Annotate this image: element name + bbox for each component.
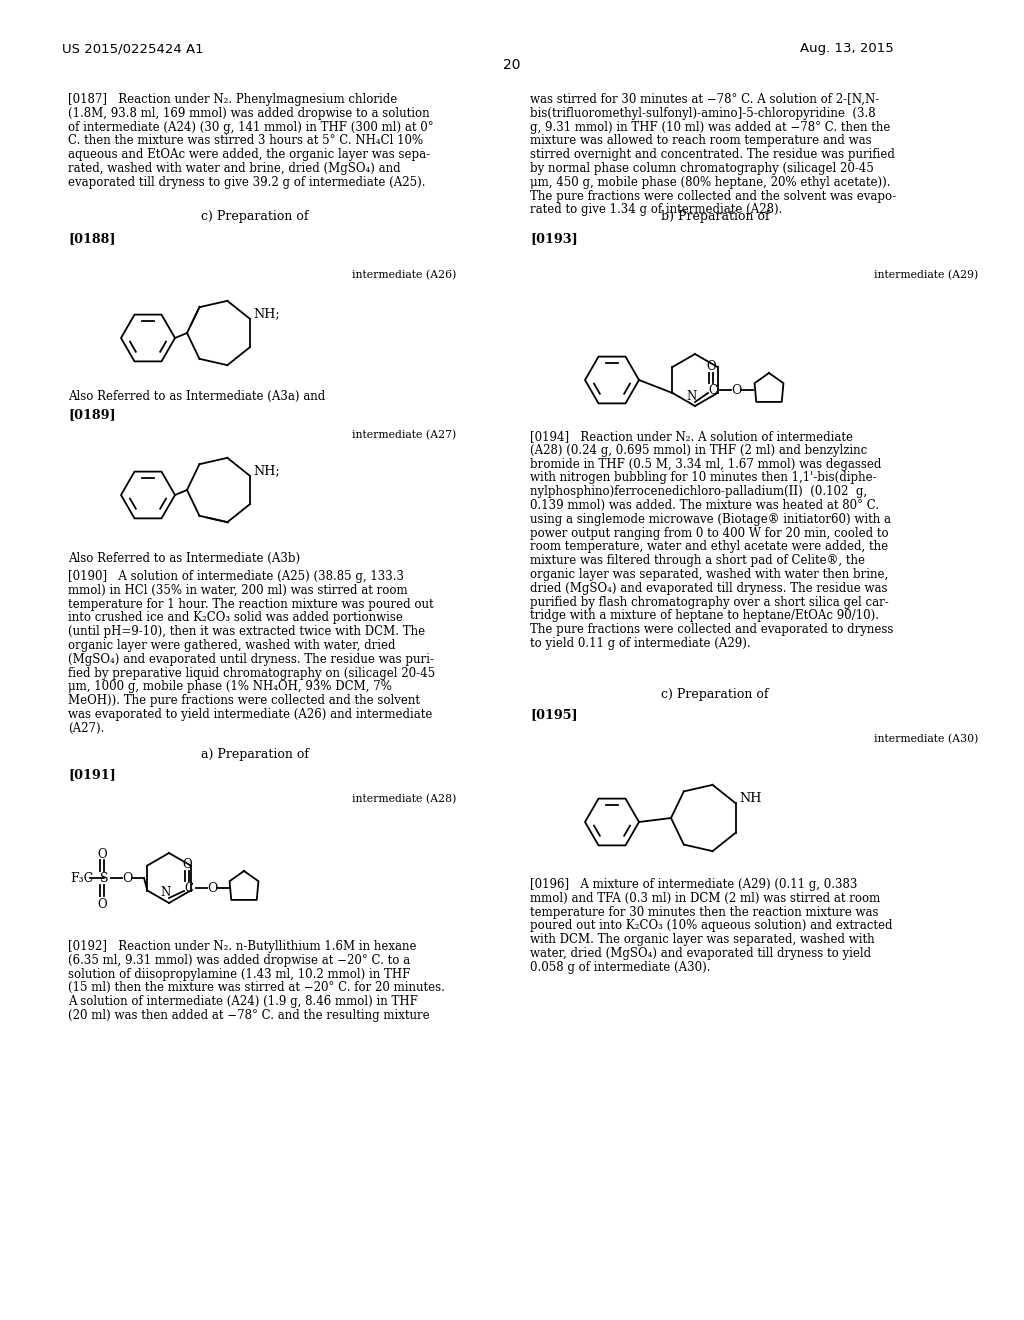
Text: evaporated till dryness to give 39.2 g of intermediate (A25).: evaporated till dryness to give 39.2 g o…	[68, 176, 426, 189]
Text: Also Referred to as Intermediate (A3b): Also Referred to as Intermediate (A3b)	[68, 552, 300, 565]
Text: (MgSO₄) and evaporated until dryness. The residue was puri-: (MgSO₄) and evaporated until dryness. Th…	[68, 653, 434, 665]
Text: purified by flash chromatography over a short silica gel car-: purified by flash chromatography over a …	[530, 595, 889, 609]
Text: a) Preparation of: a) Preparation of	[201, 748, 309, 762]
Text: [0193]: [0193]	[530, 232, 578, 246]
Text: NH;: NH;	[254, 465, 281, 478]
Text: O: O	[97, 898, 106, 911]
Text: nylphosphino)ferrocenedichloro-palladium(II)  (0.102  g,: nylphosphino)ferrocenedichloro-palladium…	[530, 486, 867, 498]
Text: using a singlemode microwave (Biotage® initiator60) with a: using a singlemode microwave (Biotage® i…	[530, 512, 891, 525]
Text: O: O	[731, 384, 741, 396]
Text: intermediate (A28): intermediate (A28)	[351, 795, 456, 804]
Text: μm, 1000 g, mobile phase (1% NH₄OH, 93% DCM, 7%: μm, 1000 g, mobile phase (1% NH₄OH, 93% …	[68, 680, 392, 693]
Text: power output ranging from 0 to 400 W for 20 min, cooled to: power output ranging from 0 to 400 W for…	[530, 527, 889, 540]
Text: N: N	[161, 887, 171, 899]
Text: g, 9.31 mmol) in THF (10 ml) was added at −78° C. then the: g, 9.31 mmol) in THF (10 ml) was added a…	[530, 120, 891, 133]
Text: of intermediate (A24) (30 g, 141 mmol) in THF (300 ml) at 0°: of intermediate (A24) (30 g, 141 mmol) i…	[68, 120, 433, 133]
Text: was evaporated to yield intermediate (A26) and intermediate: was evaporated to yield intermediate (A2…	[68, 708, 432, 721]
Text: intermediate (A30): intermediate (A30)	[873, 734, 978, 744]
Text: [0196]   A mixture of intermediate (A29) (0.11 g, 0.383: [0196] A mixture of intermediate (A29) (…	[530, 878, 857, 891]
Text: Aug. 13, 2015: Aug. 13, 2015	[800, 42, 894, 55]
Text: rated, washed with water and brine, dried (MgSO₄) and: rated, washed with water and brine, drie…	[68, 162, 400, 176]
Text: [0188]: [0188]	[68, 232, 116, 246]
Text: O: O	[122, 871, 132, 884]
Text: (until pH=9-10), then it was extracted twice with DCM. The: (until pH=9-10), then it was extracted t…	[68, 626, 425, 638]
Text: C: C	[709, 384, 718, 396]
Text: NH: NH	[739, 792, 762, 805]
Text: μm, 450 g, mobile phase (80% heptane, 20% ethyl acetate)).: μm, 450 g, mobile phase (80% heptane, 20…	[530, 176, 891, 189]
Text: O: O	[707, 360, 716, 374]
Text: N: N	[687, 391, 697, 404]
Text: 0.139 mmol) was added. The mixture was heated at 80° C.: 0.139 mmol) was added. The mixture was h…	[530, 499, 880, 512]
Text: c) Preparation of: c) Preparation of	[202, 210, 309, 223]
Text: bis(trifluoromethyl-sulfonyl)-amino]-5-chloropyridine  (3.8: bis(trifluoromethyl-sulfonyl)-amino]-5-c…	[530, 107, 876, 120]
Text: The pure fractions were collected and the solvent was evapo-: The pure fractions were collected and th…	[530, 190, 896, 202]
Text: [0195]: [0195]	[530, 708, 578, 721]
Text: organic layer was separated, washed with water then brine,: organic layer was separated, washed with…	[530, 568, 888, 581]
Text: (A27).: (A27).	[68, 722, 104, 735]
Text: [0194]   Reaction under N₂. A solution of intermediate: [0194] Reaction under N₂. A solution of …	[530, 430, 853, 444]
Text: Also Referred to as Intermediate (A3a) and: Also Referred to as Intermediate (A3a) a…	[68, 389, 326, 403]
Text: room temperature, water and ethyl acetate were added, the: room temperature, water and ethyl acetat…	[530, 540, 888, 553]
Text: c) Preparation of: c) Preparation of	[662, 688, 769, 701]
Text: by normal phase column chromatography (silicagel 20-45: by normal phase column chromatography (s…	[530, 162, 873, 176]
Text: [0192]   Reaction under N₂. n-Butyllithium 1.6M in hexane: [0192] Reaction under N₂. n-Butyllithium…	[68, 940, 417, 953]
Text: C. then the mixture was stirred 3 hours at 5° C. NH₄Cl 10%: C. then the mixture was stirred 3 hours …	[68, 135, 423, 148]
Text: O: O	[97, 847, 106, 861]
Text: into crushed ice and K₂CO₃ solid was added portionwise: into crushed ice and K₂CO₃ solid was add…	[68, 611, 402, 624]
Text: with DCM. The organic layer was separated, washed with: with DCM. The organic layer was separate…	[530, 933, 874, 946]
Text: tridge with a mixture of heptane to heptane/EtOAc 90/10).: tridge with a mixture of heptane to hept…	[530, 610, 879, 623]
Text: was stirred for 30 minutes at −78° C. A solution of 2-[N,N-: was stirred for 30 minutes at −78° C. A …	[530, 92, 880, 106]
Text: (6.35 ml, 9.31 mmol) was added dropwise at −20° C. to a: (6.35 ml, 9.31 mmol) was added dropwise …	[68, 954, 411, 966]
Text: temperature for 1 hour. The reaction mixture was poured out: temperature for 1 hour. The reaction mix…	[68, 598, 433, 611]
Text: aqueous and EtOAc were added, the organic layer was sepa-: aqueous and EtOAc were added, the organi…	[68, 148, 430, 161]
Text: b) Preparation of: b) Preparation of	[660, 210, 769, 223]
Text: dried (MgSO₄) and evaporated till dryness. The residue was: dried (MgSO₄) and evaporated till drynes…	[530, 582, 888, 595]
Text: [0191]: [0191]	[68, 768, 116, 781]
Text: US 2015/0225424 A1: US 2015/0225424 A1	[62, 42, 204, 55]
Text: A solution of intermediate (A24) (1.9 g, 8.46 mmol) in THF: A solution of intermediate (A24) (1.9 g,…	[68, 995, 418, 1008]
Text: (A28) (0.24 g, 0.695 mmol) in THF (2 ml) and benzylzinc: (A28) (0.24 g, 0.695 mmol) in THF (2 ml)…	[530, 444, 867, 457]
Text: bromide in THF (0.5 M, 3.34 ml, 1.67 mmol) was degassed: bromide in THF (0.5 M, 3.34 ml, 1.67 mmo…	[530, 458, 882, 471]
Text: mixture was filtered through a short pad of Celite®, the: mixture was filtered through a short pad…	[530, 554, 865, 568]
Text: S: S	[99, 871, 109, 884]
Text: (1.8M, 93.8 ml, 169 mmol) was added dropwise to a solution: (1.8M, 93.8 ml, 169 mmol) was added drop…	[68, 107, 430, 120]
Text: O: O	[182, 858, 191, 871]
Text: mmol) in HCl (35% in water, 200 ml) was stirred at room: mmol) in HCl (35% in water, 200 ml) was …	[68, 583, 408, 597]
Text: solution of diisopropylamine (1.43 ml, 10.2 mmol) in THF: solution of diisopropylamine (1.43 ml, 1…	[68, 968, 411, 981]
Text: (15 ml) then the mixture was stirred at −20° C. for 20 minutes.: (15 ml) then the mixture was stirred at …	[68, 981, 444, 994]
Text: O: O	[207, 882, 217, 895]
Text: 0.058 g of intermediate (A30).: 0.058 g of intermediate (A30).	[530, 961, 711, 974]
Text: [0189]: [0189]	[68, 408, 116, 421]
Text: intermediate (A27): intermediate (A27)	[352, 430, 456, 441]
Text: C: C	[184, 882, 194, 895]
Text: 20: 20	[503, 58, 521, 73]
Text: poured out into K₂CO₃ (10% aqueous solution) and extracted: poured out into K₂CO₃ (10% aqueous solut…	[530, 920, 893, 932]
Text: water, dried (MgSO₄) and evaporated till dryness to yield: water, dried (MgSO₄) and evaporated till…	[530, 946, 871, 960]
Text: NH;: NH;	[254, 308, 281, 321]
Text: intermediate (A26): intermediate (A26)	[351, 271, 456, 280]
Text: organic layer were gathered, washed with water, dried: organic layer were gathered, washed with…	[68, 639, 395, 652]
Text: F₃C: F₃C	[70, 871, 93, 884]
Text: mixture was allowed to reach room temperature and was: mixture was allowed to reach room temper…	[530, 135, 871, 148]
Text: MeOH)). The pure fractions were collected and the solvent: MeOH)). The pure fractions were collecte…	[68, 694, 420, 708]
Text: [0187]   Reaction under N₂. Phenylmagnesium chloride: [0187] Reaction under N₂. Phenylmagnesiu…	[68, 92, 397, 106]
Text: [0190]   A solution of intermediate (A25) (38.85 g, 133.3: [0190] A solution of intermediate (A25) …	[68, 570, 404, 583]
Text: to yield 0.11 g of intermediate (A29).: to yield 0.11 g of intermediate (A29).	[530, 638, 751, 649]
Text: intermediate (A29): intermediate (A29)	[873, 271, 978, 280]
Text: fied by preparative liquid chromatography on (silicagel 20-45: fied by preparative liquid chromatograph…	[68, 667, 435, 680]
Text: (20 ml) was then added at −78° C. and the resulting mixture: (20 ml) was then added at −78° C. and th…	[68, 1008, 430, 1022]
Text: with nitrogen bubbling for 10 minutes then 1,1'-bis(diphe-: with nitrogen bubbling for 10 minutes th…	[530, 471, 877, 484]
Text: The pure fractions were collected and evaporated to dryness: The pure fractions were collected and ev…	[530, 623, 893, 636]
Text: mmol) and TFA (0.3 ml) in DCM (2 ml) was stirred at room: mmol) and TFA (0.3 ml) in DCM (2 ml) was…	[530, 892, 881, 904]
Text: temperature for 30 minutes then the reaction mixture was: temperature for 30 minutes then the reac…	[530, 906, 879, 919]
Text: stirred overnight and concentrated. The residue was purified: stirred overnight and concentrated. The …	[530, 148, 895, 161]
Text: rated to give 1.34 g of intermediate (A28).: rated to give 1.34 g of intermediate (A2…	[530, 203, 782, 216]
